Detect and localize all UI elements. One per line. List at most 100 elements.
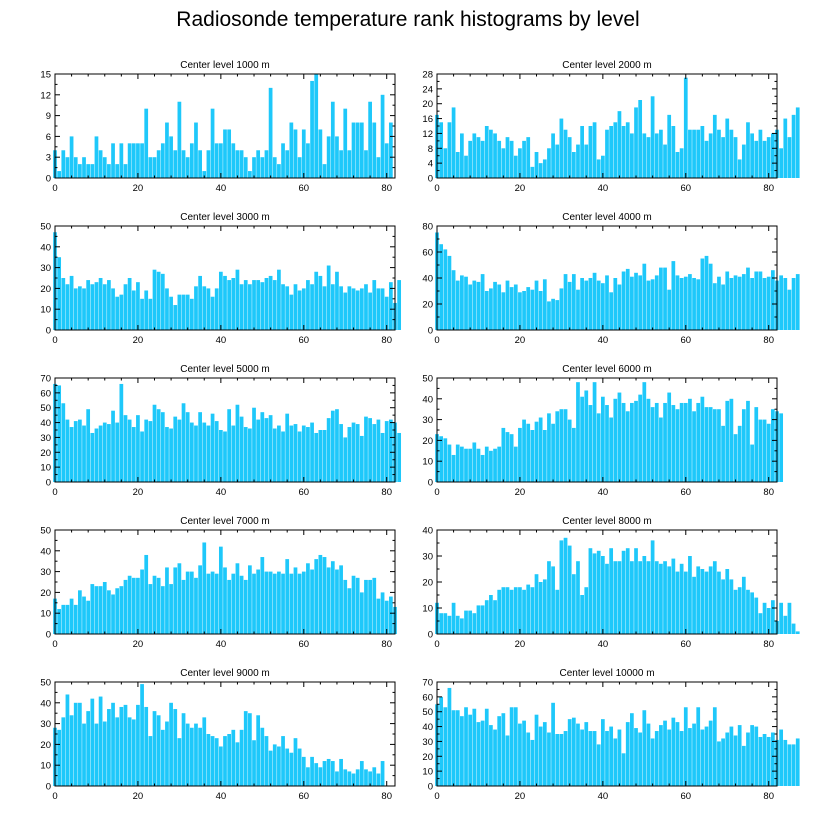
histogram-bar <box>243 280 248 330</box>
x-tick-label: 0 <box>434 487 439 498</box>
histogram-bar <box>202 422 207 482</box>
histogram-bar <box>518 292 522 330</box>
histogram-bar <box>476 137 481 178</box>
histogram-bar <box>563 409 568 482</box>
histogram-bar <box>98 696 103 786</box>
histogram-bar <box>522 291 526 330</box>
histogram-bar <box>721 738 725 786</box>
histogram-bar <box>202 286 207 330</box>
panel-title: Center level 9000 m <box>180 668 270 679</box>
histogram-bar <box>223 736 227 786</box>
histogram-bar <box>189 298 194 330</box>
x-tick-label: 0 <box>52 335 57 346</box>
histogram-bar <box>555 144 560 178</box>
histogram-bar <box>746 122 750 178</box>
y-tick-label: 60 <box>422 248 433 259</box>
histogram-bar <box>127 419 132 482</box>
y-tick-label: 0 <box>46 782 51 793</box>
histogram-bar <box>107 424 111 482</box>
histogram-bar <box>551 566 555 634</box>
histogram-bar <box>642 556 647 634</box>
histogram-bar <box>173 567 178 634</box>
histogram-bar <box>675 409 680 482</box>
y-tick-label: 24 <box>422 84 433 95</box>
histogram-bar <box>559 288 564 330</box>
panel-title: Center level 8000 m <box>562 516 652 527</box>
y-tick-label: 40 <box>40 242 51 253</box>
histogram-bar <box>484 446 489 482</box>
histogram-bar <box>326 418 331 482</box>
histogram-bar <box>351 773 356 786</box>
histogram-bar <box>173 150 178 178</box>
histogram-bar <box>384 143 389 178</box>
histogram-bar <box>177 294 182 330</box>
histogram-bar <box>57 385 62 482</box>
x-tick-label: 60 <box>680 183 691 194</box>
histogram-bar <box>451 270 456 330</box>
histogram-bar <box>513 587 518 634</box>
histogram-bar <box>476 281 481 330</box>
y-tick-label: 70 <box>40 374 51 385</box>
y-tick-label: 50 <box>40 222 51 233</box>
histogram-bar <box>165 122 169 178</box>
histogram-bar <box>115 296 120 330</box>
histogram-bar <box>227 280 232 330</box>
histogram-bar <box>148 421 153 482</box>
histogram-bar <box>779 729 784 786</box>
histogram-bar <box>567 281 572 330</box>
histogram-bar <box>293 567 298 634</box>
histogram-bar <box>555 589 560 634</box>
histogram-bar <box>667 289 672 330</box>
histogram-bar <box>156 715 161 786</box>
histogram-bar <box>248 171 252 178</box>
histogram-bar <box>460 133 464 178</box>
histogram-bar <box>683 77 688 178</box>
histogram-bar <box>501 587 506 634</box>
histogram-bar <box>326 136 331 178</box>
histogram-bar <box>688 398 692 482</box>
histogram-bar <box>688 556 692 634</box>
histogram-bar <box>98 278 103 330</box>
histogram-bar <box>522 589 526 634</box>
y-tick-label: 20 <box>40 588 51 599</box>
histogram-bar <box>443 438 448 482</box>
histogram-bar <box>605 405 609 482</box>
histogram-bar <box>489 595 493 634</box>
histogram-bar <box>464 610 468 634</box>
histogram-bar <box>559 540 564 634</box>
histogram-bar <box>795 631 800 634</box>
x-tick-label: 0 <box>434 791 439 802</box>
histogram-bar <box>741 576 746 634</box>
histogram-bar <box>725 400 730 482</box>
histogram-bar <box>57 257 62 330</box>
histogram-bar <box>547 148 551 178</box>
histogram-bar <box>592 553 597 634</box>
histogram-bar <box>518 148 522 178</box>
histogram-bar <box>306 427 310 482</box>
chart-panel-1: Center level 1000 m 0 20 40 60 80 0 3 6 9 12 15 <box>40 60 396 194</box>
histogram-bar <box>326 567 331 634</box>
histogram-bar <box>372 767 377 786</box>
histogram-bar <box>293 129 298 178</box>
histogram-bar <box>621 126 626 178</box>
panel-title: Center level 6000 m <box>562 364 652 375</box>
histogram-bar <box>460 446 464 482</box>
histogram-bar <box>791 744 796 786</box>
histogram-bar <box>144 554 149 634</box>
histogram-bar <box>322 164 327 178</box>
histogram-bar <box>472 613 477 634</box>
histogram-bar <box>704 726 709 786</box>
y-tick-label: 40 <box>422 526 433 537</box>
histogram-bar <box>115 588 120 634</box>
histogram-bar <box>185 157 190 178</box>
histogram-bar <box>277 164 281 178</box>
histogram-bar <box>339 150 343 178</box>
histogram-bar <box>268 415 273 482</box>
histogram-bar <box>712 561 717 634</box>
histogram-bar <box>347 427 352 482</box>
histogram-bar <box>335 569 339 634</box>
histogram-bar <box>733 137 738 178</box>
y-tick-label: 0 <box>428 478 433 489</box>
histogram-bar <box>625 722 630 786</box>
y-tick-label: 50 <box>422 707 433 718</box>
